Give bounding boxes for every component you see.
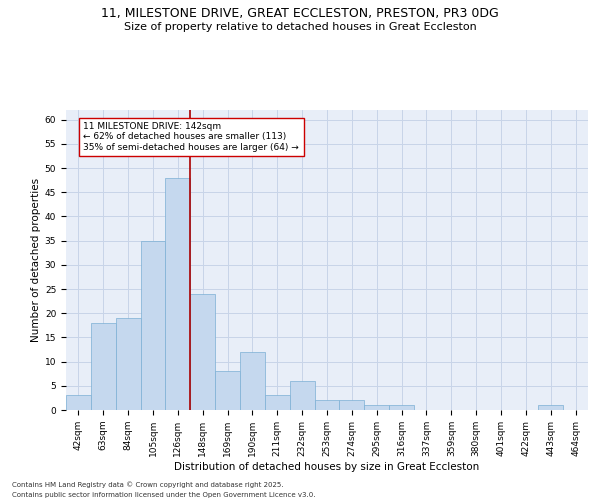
- Bar: [340, 400, 364, 410]
- Bar: [190, 294, 215, 410]
- Text: 11, MILESTONE DRIVE, GREAT ECCLESTON, PRESTON, PR3 0DG: 11, MILESTONE DRIVE, GREAT ECCLESTON, PR…: [101, 8, 499, 20]
- Text: Contains public sector information licensed under the Open Government Licence v3: Contains public sector information licen…: [12, 492, 316, 498]
- Bar: [538, 405, 563, 410]
- Y-axis label: Number of detached properties: Number of detached properties: [31, 178, 41, 342]
- Text: Size of property relative to detached houses in Great Eccleston: Size of property relative to detached ho…: [124, 22, 476, 32]
- Bar: [290, 381, 314, 410]
- Text: Contains HM Land Registry data © Crown copyright and database right 2025.: Contains HM Land Registry data © Crown c…: [12, 481, 284, 488]
- Bar: [91, 323, 116, 410]
- Bar: [166, 178, 190, 410]
- Bar: [314, 400, 340, 410]
- Bar: [215, 372, 240, 410]
- X-axis label: Distribution of detached houses by size in Great Eccleston: Distribution of detached houses by size …: [175, 462, 479, 471]
- Bar: [140, 240, 166, 410]
- Bar: [389, 405, 414, 410]
- Bar: [66, 396, 91, 410]
- Bar: [364, 405, 389, 410]
- Bar: [116, 318, 140, 410]
- Bar: [265, 396, 290, 410]
- Bar: [240, 352, 265, 410]
- Text: 11 MILESTONE DRIVE: 142sqm
← 62% of detached houses are smaller (113)
35% of sem: 11 MILESTONE DRIVE: 142sqm ← 62% of deta…: [83, 122, 299, 152]
